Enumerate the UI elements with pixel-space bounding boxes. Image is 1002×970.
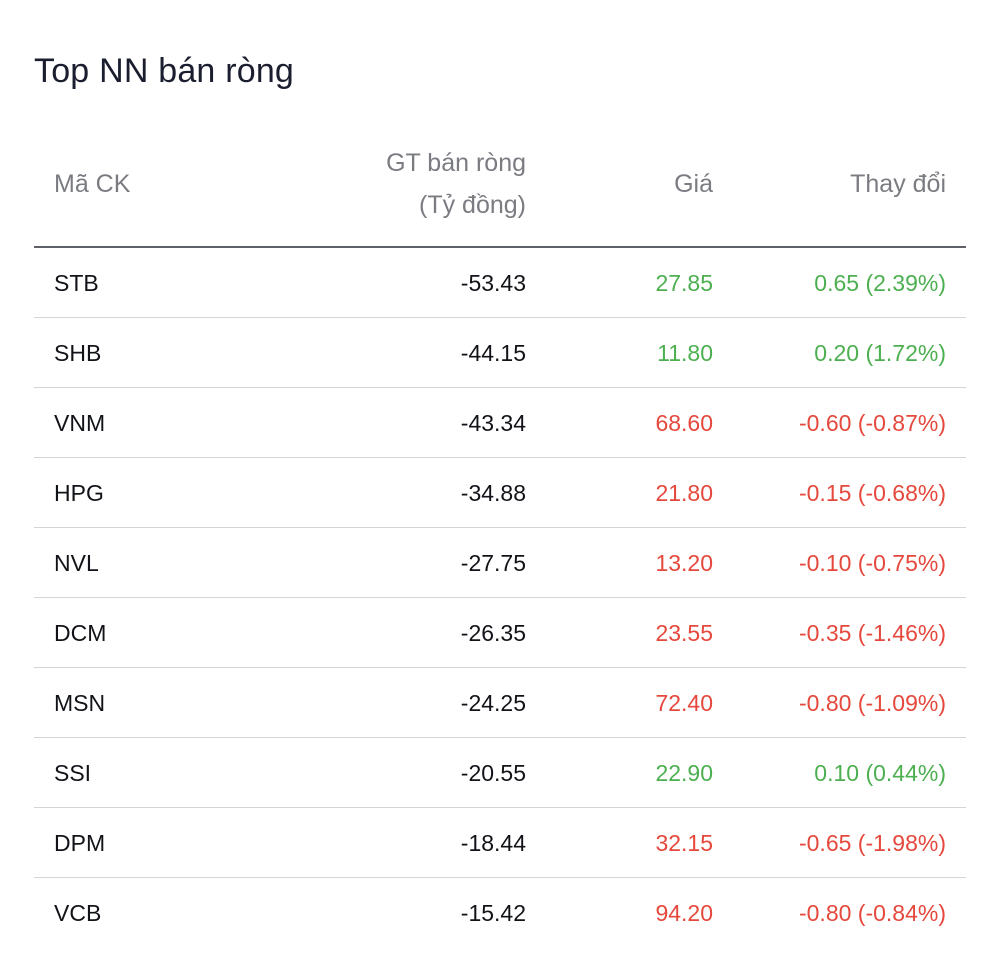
change-value: 0.10 (0.44%) (814, 760, 946, 786)
net-sell-value: -15.42 (460, 900, 526, 926)
price-value: 23.55 (655, 620, 713, 646)
column-header-net-sell-value-line2: (Tỷ đồng) (419, 191, 526, 219)
net-sell-value: -24.25 (460, 690, 526, 716)
price-value: 13.20 (655, 550, 713, 576)
table-row[interactable]: NVL -27.75 13.20 -0.10 (-0.75%) (34, 528, 966, 598)
table-row[interactable]: DCM -26.35 23.55 -0.35 (-1.46%) (34, 598, 966, 668)
price-value: 11.80 (657, 340, 713, 366)
table-row[interactable]: DPM -18.44 32.15 -0.65 (-1.98%) (34, 808, 966, 878)
net-sell-value: -43.34 (460, 410, 526, 436)
net-sell-value: -44.15 (460, 340, 526, 366)
net-sell-value: -18.44 (460, 830, 526, 856)
column-header-code[interactable]: Mã CK (54, 170, 131, 198)
net-sell-value: -26.35 (460, 620, 526, 646)
price-value: 94.20 (655, 900, 713, 926)
price-value: 21.80 (655, 480, 713, 506)
stock-code[interactable]: VNM (54, 410, 106, 436)
stock-code[interactable]: NVL (54, 550, 99, 576)
table-header: Mã CK GT bán ròng (Tỷ đồng) Giá Thay đổi (34, 130, 966, 248)
table-row[interactable]: SHB -44.15 11.80 0.20 (1.72%) (34, 318, 966, 388)
price-value: 68.60 (655, 410, 713, 436)
stock-code[interactable]: MSN (54, 690, 106, 716)
stock-code[interactable]: VCB (54, 900, 102, 926)
change-value: -0.80 (-0.84%) (798, 900, 946, 926)
stock-code[interactable]: DPM (54, 830, 106, 856)
stock-code[interactable]: STB (54, 270, 99, 296)
net-sell-value: -34.88 (460, 480, 526, 506)
stock-code[interactable]: HPG (54, 480, 104, 506)
table-row[interactable]: MSN -24.25 72.40 -0.80 (-1.09%) (34, 668, 966, 738)
price-value: 22.90 (655, 760, 713, 786)
table-body: STB -53.43 27.85 0.65 (2.39%) SHB -44.15 11.80… (34, 248, 966, 947)
page-title: Top NN bán ròng (34, 52, 295, 90)
change-value: -0.15 (-0.68%) (798, 480, 946, 506)
column-header-net-sell-value-line1: GT bán ròng (386, 149, 526, 177)
price-value: 72.40 (655, 690, 713, 716)
price-value: 32.15 (655, 830, 713, 856)
change-value: -0.10 (-0.75%) (798, 550, 946, 576)
change-value: -0.65 (-1.98%) (798, 830, 946, 856)
change-value: -0.35 (-1.46%) (798, 620, 946, 646)
table-row[interactable]: SSI -20.55 22.90 0.10 (0.44%) (34, 738, 966, 808)
column-header-net-sell-value[interactable]: GT bán ròng (Tỷ đồng) (386, 142, 526, 226)
table-row[interactable]: VCB -15.42 94.20 -0.80 (-0.84%) (34, 878, 966, 947)
net-sell-value: -27.75 (460, 550, 526, 576)
change-value: 0.20 (1.72%) (814, 340, 946, 366)
stock-code[interactable]: SSI (54, 760, 92, 786)
change-value: -0.60 (-0.87%) (798, 410, 946, 436)
price-value: 27.85 (655, 270, 713, 296)
change-value: -0.80 (-1.09%) (798, 690, 946, 716)
table-row[interactable]: STB -53.43 27.85 0.65 (2.39%) (34, 248, 966, 318)
net-sell-table: Mã CK GT bán ròng (Tỷ đồng) Giá Thay đổi… (34, 130, 966, 947)
net-sell-value: -53.43 (460, 270, 526, 296)
stock-code[interactable]: SHB (54, 340, 102, 366)
stock-code[interactable]: DCM (54, 620, 107, 646)
table-row[interactable]: HPG -34.88 21.80 -0.15 (-0.68%) (34, 458, 966, 528)
table-row[interactable]: VNM -43.34 68.60 -0.60 (-0.87%) (34, 388, 966, 458)
column-header-change[interactable]: Thay đổi (850, 170, 946, 198)
net-sell-value: -20.55 (460, 760, 526, 786)
change-value: 0.65 (2.39%) (814, 270, 946, 296)
column-header-price[interactable]: Giá (674, 170, 713, 198)
